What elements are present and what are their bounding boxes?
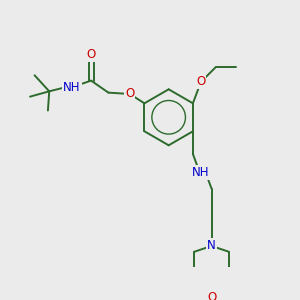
Text: O: O: [125, 88, 134, 100]
Text: O: O: [196, 76, 206, 88]
Text: O: O: [207, 291, 216, 300]
Text: N: N: [207, 239, 216, 252]
Text: O: O: [86, 48, 96, 61]
Text: NH: NH: [63, 81, 81, 94]
Text: NH: NH: [192, 166, 210, 179]
